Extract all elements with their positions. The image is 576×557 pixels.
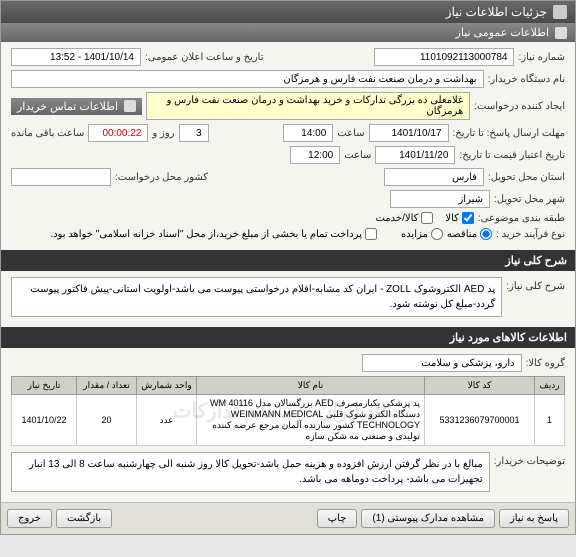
label-req-city: شهر محل تحویل: xyxy=(494,194,565,205)
check-treasury-label: پرداخت تمام یا بخشی از مبلغ خرید،از محل … xyxy=(50,229,362,240)
td-row: 1 xyxy=(535,395,565,446)
window-title: جزئیات اطلاعات نیاز xyxy=(446,5,547,19)
check-treasury[interactable]: پرداخت تمام یا بخشی از مبلغ خرید،از محل … xyxy=(50,228,377,240)
value-deadline-date: 1401/10/17 xyxy=(369,124,449,142)
check-service[interactable]: کالا/خدمت xyxy=(375,212,433,224)
label-buyer-name: نام دستگاه خریدار: xyxy=(488,74,565,85)
value-creator: غلامعلی ده بزرگی تدارکات و خرید بهداشت و… xyxy=(146,92,470,120)
titlebar: جزئیات اطلاعات نیاز xyxy=(1,1,575,23)
button-bar: پاسخ به نیاز مشاهده مدارک پیوستی (1) چاپ… xyxy=(1,502,575,534)
td-date: 1401/10/22 xyxy=(12,395,77,446)
th-qty: تعداد / مقدار xyxy=(77,377,137,395)
label-deadline: مهلت ارسال پاسخ: تا تاریخ: xyxy=(453,128,565,139)
radio-auction[interactable]: مزایده xyxy=(401,228,443,240)
value-buyer-name: بهداشت و درمان صنعت نفت فارس و هرمزگان xyxy=(11,70,484,88)
radio-auction-label: مزایده xyxy=(401,229,428,240)
label-purchase-type: نوع فرآیند خرید : xyxy=(496,229,565,240)
label-goods-group: گروه کالا: xyxy=(526,358,565,369)
check-kala-label: کالا xyxy=(445,213,459,224)
value-general-desc: پد AED الکتروشوک ZOLL - ایران کد مشابه-ا… xyxy=(11,277,502,317)
label-need-no: شماره نیاز: xyxy=(518,52,565,63)
value-country xyxy=(11,168,111,186)
check-kala[interactable]: کالا xyxy=(445,212,474,224)
value-buyer-notes: مبالغ با در نظر گرفتن ارزش افزوده و هزین… xyxy=(11,452,490,492)
back-button[interactable]: بازگشت xyxy=(56,509,112,528)
th-date: تاریخ نیاز xyxy=(12,377,77,395)
th-unit: واحد شمارش xyxy=(137,377,197,395)
window-icon xyxy=(553,5,567,19)
value-credit-date: 1401/11/20 xyxy=(375,146,455,164)
value-goods-group: دارو، پزشکی و سلامت xyxy=(362,354,522,372)
info-icon xyxy=(555,27,567,39)
section-general-header: اطلاعات عمومی نیاز xyxy=(1,23,575,42)
label-public-date: تاریخ و ساعت اعلان عمومی: xyxy=(145,52,264,63)
form-general: شماره نیاز: 1101092113000784 تاریخ و ساع… xyxy=(1,42,575,250)
section-general-label: اطلاعات عمومی نیاز xyxy=(456,26,549,39)
value-timer: 00:00:22 xyxy=(88,124,148,142)
td-code: 5331236079700001 xyxy=(425,395,535,446)
value-public-date: 1401/10/14 - 13:52 xyxy=(11,48,141,66)
label-credit-date: تاریخ اعتبار قیمت تا تاریخ: xyxy=(459,150,565,161)
label-day-and: روز و xyxy=(152,128,174,139)
contact-label: اطلاعات تماس خریدار xyxy=(17,100,118,113)
radio-tender-input[interactable] xyxy=(480,228,492,240)
value-deadline-time: 14:00 xyxy=(283,124,333,142)
header-desc: شرح کلی نیاز xyxy=(1,250,575,271)
label-req-state: استان محل تحویل: xyxy=(488,172,565,183)
check-service-input[interactable] xyxy=(421,212,433,224)
value-credit-time: 12:00 xyxy=(290,146,340,164)
desc-area: شرح کلی نیاز: پد AED الکتروشوک ZOLL - ای… xyxy=(1,271,575,327)
label-buyer-notes: توضیحات خریدار: xyxy=(494,452,565,467)
td-name: پد پزشکی یکبارمصرف AED بزرگسالان مدل WM … xyxy=(197,395,425,446)
th-name: نام کالا xyxy=(197,377,425,395)
print-button[interactable]: چاپ xyxy=(317,509,358,528)
contact-badge[interactable]: اطلاعات تماس خریدار xyxy=(11,98,142,115)
label-category: طبقه بندی موضوعی: xyxy=(478,213,565,224)
label-remaining: ساعت باقی مانده xyxy=(11,128,84,139)
radio-auction-input[interactable] xyxy=(431,228,443,240)
exit-button[interactable]: خروج xyxy=(7,509,52,528)
respond-button[interactable]: پاسخ به نیاز xyxy=(499,509,569,528)
td-qty: 20 xyxy=(77,395,137,446)
check-kala-input[interactable] xyxy=(462,212,474,224)
check-treasury-input[interactable] xyxy=(365,228,377,240)
th-code: کد کالا xyxy=(425,377,535,395)
label-req-country: کشور محل درخواست: xyxy=(115,172,208,183)
label-time2: ساعت xyxy=(344,150,371,161)
value-state: فارس xyxy=(384,168,484,186)
phone-icon xyxy=(124,100,136,112)
radio-tender-label: مناقصه xyxy=(447,229,477,240)
items-table: ردیف کد کالا نام کالا واحد شمارش تعداد /… xyxy=(11,376,565,446)
table-row[interactable]: 1 5331236079700001 پد پزشکی یکبارمصرف AE… xyxy=(12,395,565,446)
radio-tender[interactable]: مناقصه xyxy=(447,228,492,240)
label-time1: ساعت xyxy=(337,128,364,139)
items-area: گروه کالا: دارو، پزشکی و سلامت ستاد ایرا… xyxy=(1,348,575,502)
attachments-button[interactable]: مشاهده مدارک پیوستی (1) xyxy=(361,509,495,528)
check-service-label: کالا/خدمت xyxy=(375,213,418,224)
category-checks: کالا کالا/خدمت xyxy=(375,212,473,224)
main-window: جزئیات اطلاعات نیاز اطلاعات عمومی نیاز ش… xyxy=(0,0,576,535)
label-general-desc: شرح کلی نیاز: xyxy=(506,277,565,292)
td-unit: عدد xyxy=(137,395,197,446)
label-creator: ایجاد کننده درخواست: xyxy=(474,101,565,112)
value-city: شیراز xyxy=(390,190,490,208)
value-days-left: 3 xyxy=(179,124,209,142)
th-row: ردیف xyxy=(535,377,565,395)
value-need-no: 1101092113000784 xyxy=(374,48,514,66)
header-items: اطلاعات کالاهای مورد نیاز xyxy=(1,327,575,348)
